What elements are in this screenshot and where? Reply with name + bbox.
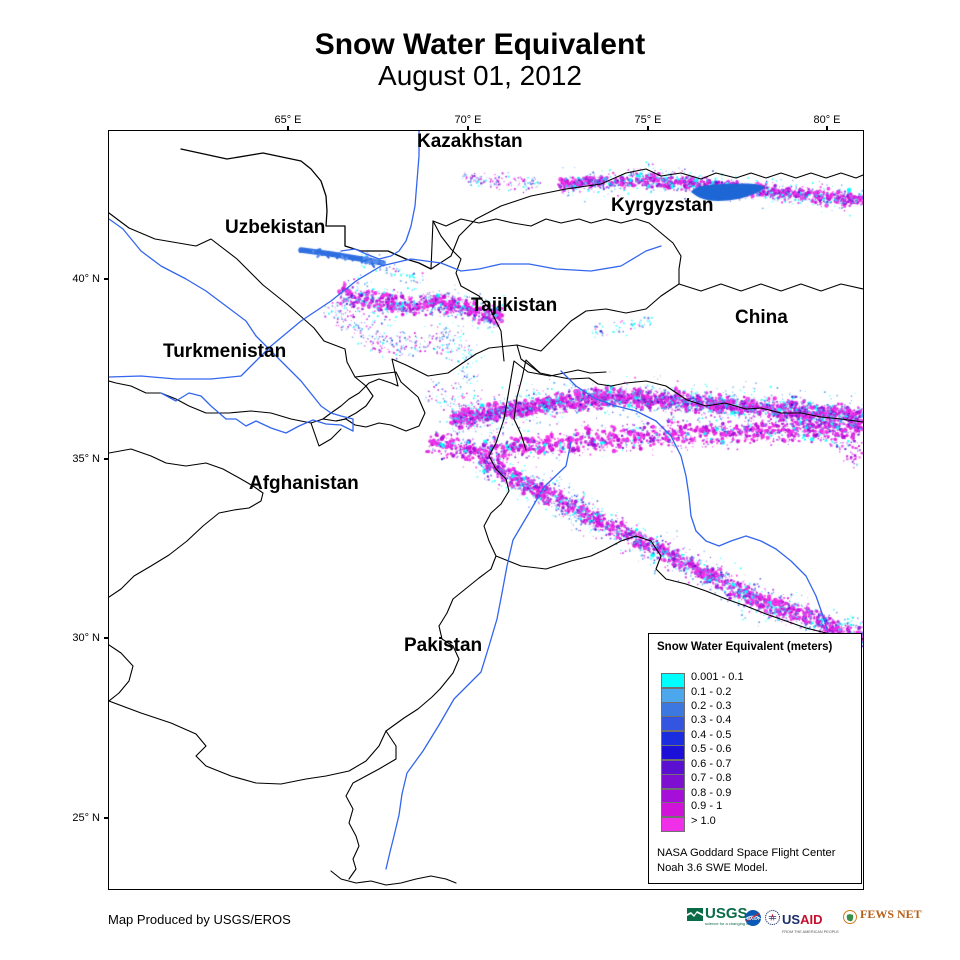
svg-text:NASA: NASA (747, 916, 760, 921)
